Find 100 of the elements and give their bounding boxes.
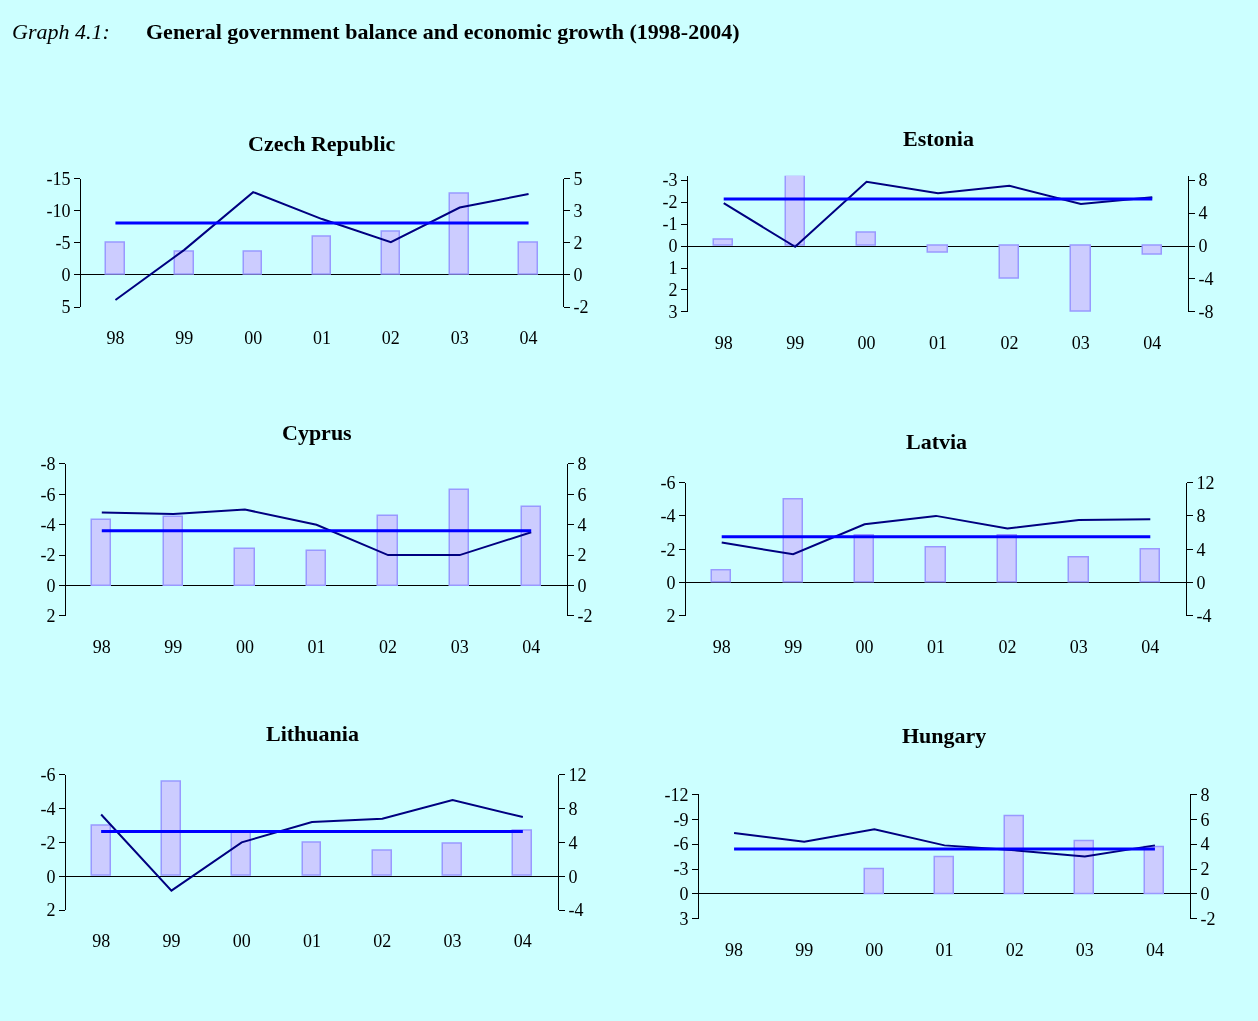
line-series (100, 799, 524, 892)
x-tick-label: 03 (1071, 332, 1090, 353)
line-series (722, 180, 1154, 248)
y2-tick-label: -4 (568, 900, 584, 921)
y-tick-label: 2 (666, 606, 676, 627)
bar (998, 244, 1019, 279)
x-tick-label: 01 (303, 931, 321, 952)
y2-tick-label: 3 (573, 201, 583, 222)
x-tick-label: 98 (92, 931, 111, 952)
y-tick-label: -15 (46, 168, 71, 189)
bar (784, 175, 805, 246)
y-tick-label: -5 (55, 233, 71, 254)
x-tick-label: 04 (1143, 332, 1162, 353)
x-tick-label: 99 (175, 328, 194, 349)
x-tick-label: 98 (714, 332, 733, 353)
line-series (100, 508, 533, 557)
y-tick-label: -2 (40, 832, 56, 853)
y2-tick-label: 4 (577, 515, 587, 536)
x-tick-label: 99 (164, 636, 183, 657)
y2-tick-label: -4 (1198, 269, 1214, 290)
y2-tick-label: -8 (1198, 302, 1214, 323)
x-tick-label: 98 (725, 939, 744, 960)
y2-tick-label: -4 (1196, 606, 1212, 627)
x-tick-label: 00 (857, 332, 876, 353)
x-tick-label: 02 (1005, 939, 1024, 960)
y2-tick-label: 8 (568, 798, 578, 819)
x-tick-label: 04 (513, 931, 532, 952)
x-tick-label: 02 (998, 636, 1017, 657)
x-tick-label: 98 (92, 636, 111, 657)
x-tick-label: 01 (307, 636, 326, 657)
y-tick-label: -6 (673, 834, 689, 855)
y-tick-label: 1 (668, 258, 678, 279)
y2-tick-label: 6 (1200, 809, 1210, 830)
x-tick-label: 03 (443, 931, 462, 952)
y-tick-label: -6 (660, 472, 676, 493)
y2-tick-label: 4 (568, 832, 578, 853)
x-tick-label: 04 (1145, 939, 1164, 960)
y-tick-label: -9 (673, 809, 689, 830)
y-tick-label: -3 (673, 859, 689, 880)
x-tick-label: 02 (1000, 332, 1019, 353)
x-tick-label: 98 (106, 328, 125, 349)
y2-tick-label: 8 (1196, 506, 1206, 527)
x-tick-label: 99 (786, 332, 805, 353)
y-tick-label: -2 (660, 539, 676, 560)
y2-tick-label: 5 (573, 168, 583, 189)
y2-tick-label: 12 (1196, 472, 1215, 493)
x-tick-label: 03 (450, 328, 469, 349)
x-tick-label: 01 (927, 636, 945, 657)
y-tick-label: -6 (40, 765, 56, 786)
y-tick-label: -8 (40, 454, 56, 475)
x-tick-label: 99 (162, 931, 181, 952)
line-series (733, 828, 1156, 858)
y-tick-label: 3 (679, 909, 689, 930)
x-tick-label: 01 (935, 939, 954, 960)
y2-tick-label: 0 (1200, 884, 1210, 905)
x-tick-label: 00 (244, 328, 263, 349)
y2-tick-label: -2 (573, 297, 589, 318)
y-tick-label: -2 (662, 192, 678, 213)
x-tick-label: 04 (1141, 636, 1160, 657)
x-tick-label: 04 (519, 328, 538, 349)
y-tick-label: 3 (668, 302, 678, 323)
chart-title: Lithuania (266, 721, 359, 746)
y2-tick-label: 0 (1198, 236, 1208, 257)
chart-title: Estonia (903, 126, 974, 151)
y-tick-label: 0 (668, 236, 678, 257)
y2-tick-label: 2 (577, 545, 587, 566)
y2-tick-label: 0 (573, 265, 583, 286)
bar (926, 244, 948, 253)
y2-tick-label: 12 (568, 765, 587, 786)
y2-tick-label: 0 (577, 575, 587, 596)
y2-tick-label: -2 (1200, 909, 1216, 930)
y-tick-label: -10 (46, 201, 71, 222)
x-tick-label: 01 (313, 328, 331, 349)
x-tick-label: 00 (865, 939, 884, 960)
y-tick-label: -2 (40, 545, 56, 566)
bar (855, 231, 876, 246)
chart-title: Hungary (902, 723, 987, 748)
y2-tick-label: 4 (1200, 834, 1210, 855)
caption: Graph 4.1: (12, 19, 110, 44)
x-tick-label: 04 (522, 636, 541, 657)
y-tick-label: -1 (662, 214, 678, 235)
y-tick-label: 2 (668, 280, 678, 301)
y-tick-label: -6 (40, 484, 56, 505)
x-tick-label: 99 (784, 636, 803, 657)
y2-tick-label: 2 (573, 233, 583, 254)
y2-tick-label: 0 (1196, 572, 1206, 593)
y2-tick-label: -2 (577, 606, 593, 627)
x-tick-label: 99 (795, 939, 814, 960)
x-tick-label: 02 (379, 636, 398, 657)
y-tick-label: 0 (61, 265, 71, 286)
y2-tick-label: 8 (1198, 170, 1208, 191)
y-tick-label: -12 (664, 784, 689, 805)
chart-title: Czech Republic (248, 131, 396, 156)
chart-title: Cyprus (282, 420, 353, 445)
x-tick-label: 02 (373, 931, 392, 952)
y2-tick-label: 2 (1200, 859, 1210, 880)
x-tick-label: 01 (929, 332, 947, 353)
y-tick-label: 2 (46, 606, 56, 627)
y-tick-label: -4 (660, 506, 676, 527)
y-tick-label: 0 (666, 572, 676, 593)
